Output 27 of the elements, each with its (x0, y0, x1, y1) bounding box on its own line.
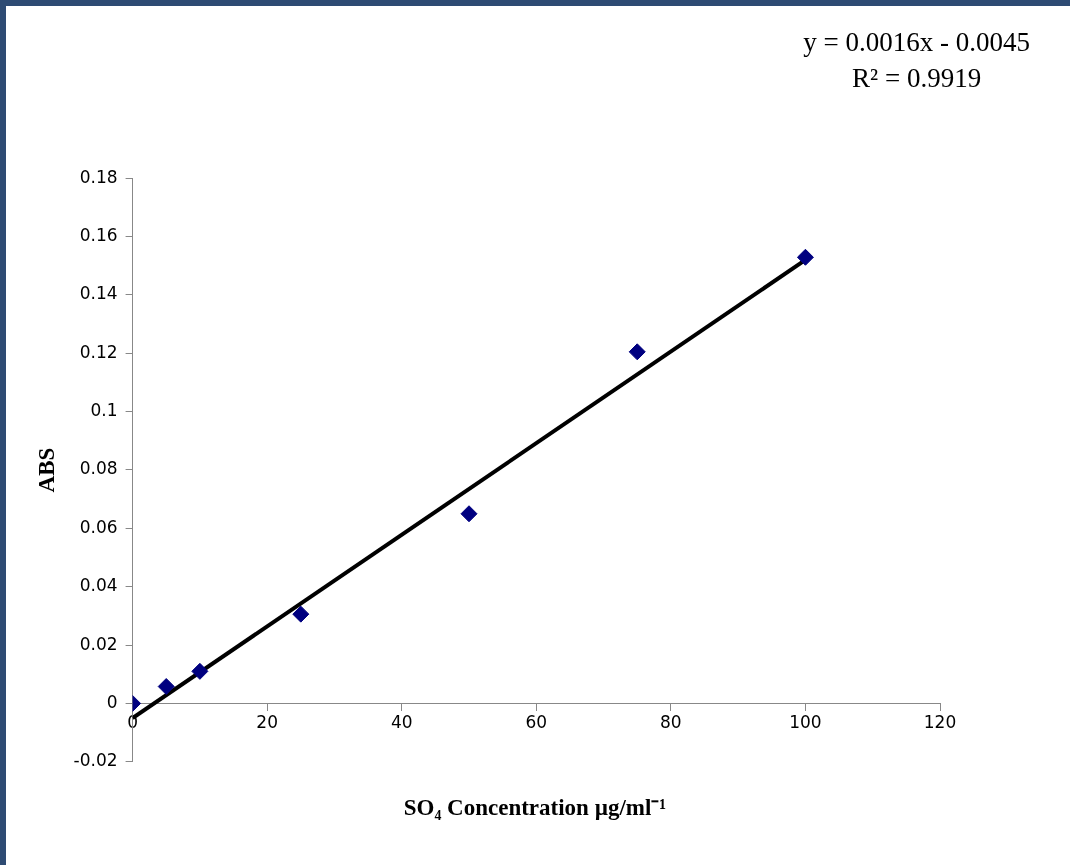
y-tick-label: 0.1 (90, 400, 118, 421)
x-tick-label: 20 (256, 712, 278, 733)
text: R² = 0.9919 (851, 62, 983, 95)
y-tick-label: -0.02 (73, 750, 118, 771)
point (191, 662, 209, 680)
y-tick-label: 0 (106, 691, 118, 712)
y-tick-label: 0.12 (79, 341, 118, 362)
y-tick-label: 0.14 (79, 283, 118, 304)
y-axis-title: ABS (33, 447, 59, 493)
point (157, 678, 175, 696)
point (796, 248, 814, 266)
x-tick-label: 120 (923, 712, 957, 733)
point (292, 605, 310, 623)
point (628, 343, 646, 361)
point (460, 505, 478, 523)
text: y = 0.0016x - 0.0045 (803, 26, 1030, 59)
y-tick-label: 0.06 (79, 516, 118, 537)
x-tick-label: 40 (390, 712, 413, 733)
y-tick-label: 0.08 (79, 458, 118, 479)
y-tick-label: 0.18 (79, 166, 118, 187)
x-axis-title: SO₄ Concentration µg/ml⁻¹ (402, 794, 668, 822)
x-tick-label: 60 (525, 712, 548, 733)
x-tick-label: 80 (660, 712, 682, 733)
y-tick-label: 0.04 (79, 575, 118, 596)
y-tick-label: 0.16 (79, 224, 118, 245)
y-tick-label: 0.02 (79, 633, 118, 654)
x-tick-label: 100 (789, 712, 822, 733)
